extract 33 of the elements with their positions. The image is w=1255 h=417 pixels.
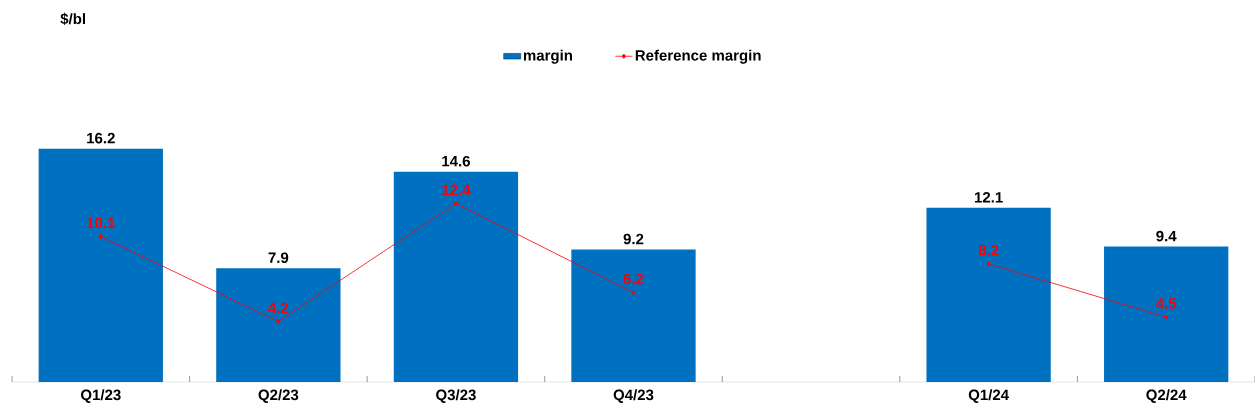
bar <box>216 268 341 382</box>
data-label: 7.9 <box>268 252 289 263</box>
data-label: 8.2 <box>978 244 999 256</box>
data-label: 9.2 <box>623 233 644 245</box>
point <box>98 233 103 240</box>
point <box>631 290 636 296</box>
x-tick-label: Q1/24 <box>968 389 1009 403</box>
data-label: 4.5 <box>1155 298 1177 309</box>
point <box>276 318 281 325</box>
legend-label: margin <box>523 49 573 64</box>
legend-label: Reference margin <box>635 49 761 64</box>
bar <box>1104 246 1229 382</box>
bar <box>571 249 696 382</box>
x-tick-label: Q2/23 <box>258 389 299 403</box>
x-tick-label: Q3/23 <box>436 389 476 403</box>
data-label: 12.1 <box>974 192 1003 203</box>
x-tick-label: Q2/24 <box>1146 389 1187 403</box>
bar <box>393 171 519 382</box>
data-label: 9.4 <box>1156 230 1177 242</box>
data-label: 16.2 <box>87 132 115 144</box>
x-tick-label: Q1/23 <box>80 389 121 403</box>
bar <box>38 148 163 382</box>
bar <box>926 207 1051 382</box>
data-label: 6.2 <box>623 273 644 285</box>
point <box>453 200 458 206</box>
data-label: 10.1 <box>87 217 115 229</box>
text: $/bl <box>60 12 85 26</box>
data-label: 14.6 <box>442 155 470 167</box>
data-label: 4.2 <box>268 302 289 314</box>
point <box>1164 314 1169 320</box>
data-label: 12.4 <box>442 184 471 195</box>
point <box>986 261 991 267</box>
x-tick-label: Q4/23 <box>613 389 654 403</box>
